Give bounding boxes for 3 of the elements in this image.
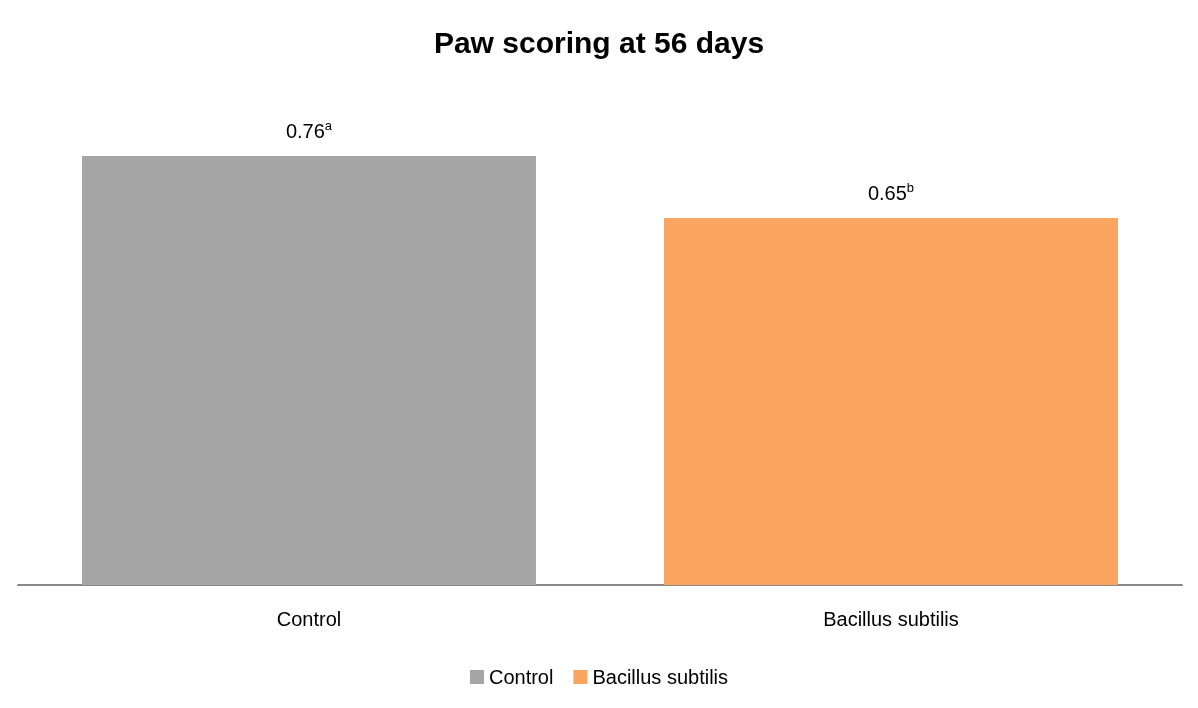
legend-label: Control <box>488 666 554 688</box>
legend-label: Bacillus subtilis <box>592 666 729 688</box>
chart-title: Paw scoring at 56 days <box>433 25 765 59</box>
